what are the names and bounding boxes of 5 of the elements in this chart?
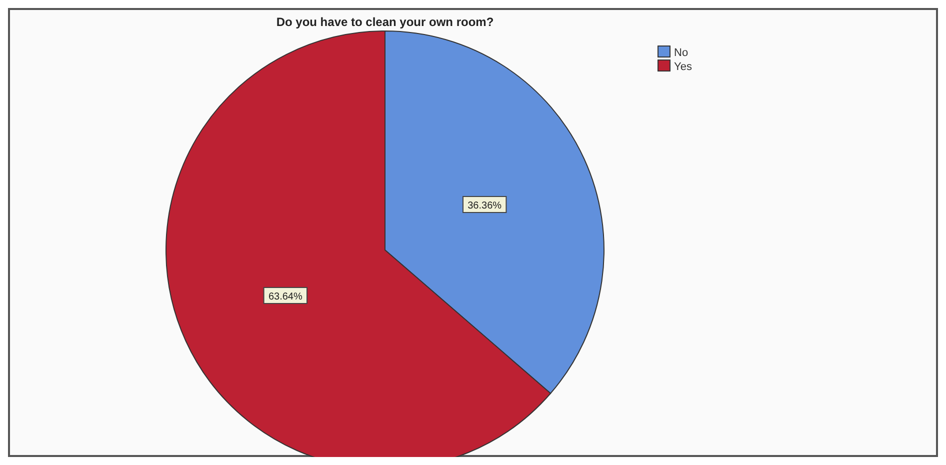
- data-label: 36.36%: [468, 200, 502, 212]
- legend-label: Yes: [674, 61, 692, 73]
- legend-label: No: [674, 47, 688, 59]
- chart-title: Do you have to clean your own room?: [276, 15, 494, 29]
- data-label: 63.64%: [268, 292, 302, 302]
